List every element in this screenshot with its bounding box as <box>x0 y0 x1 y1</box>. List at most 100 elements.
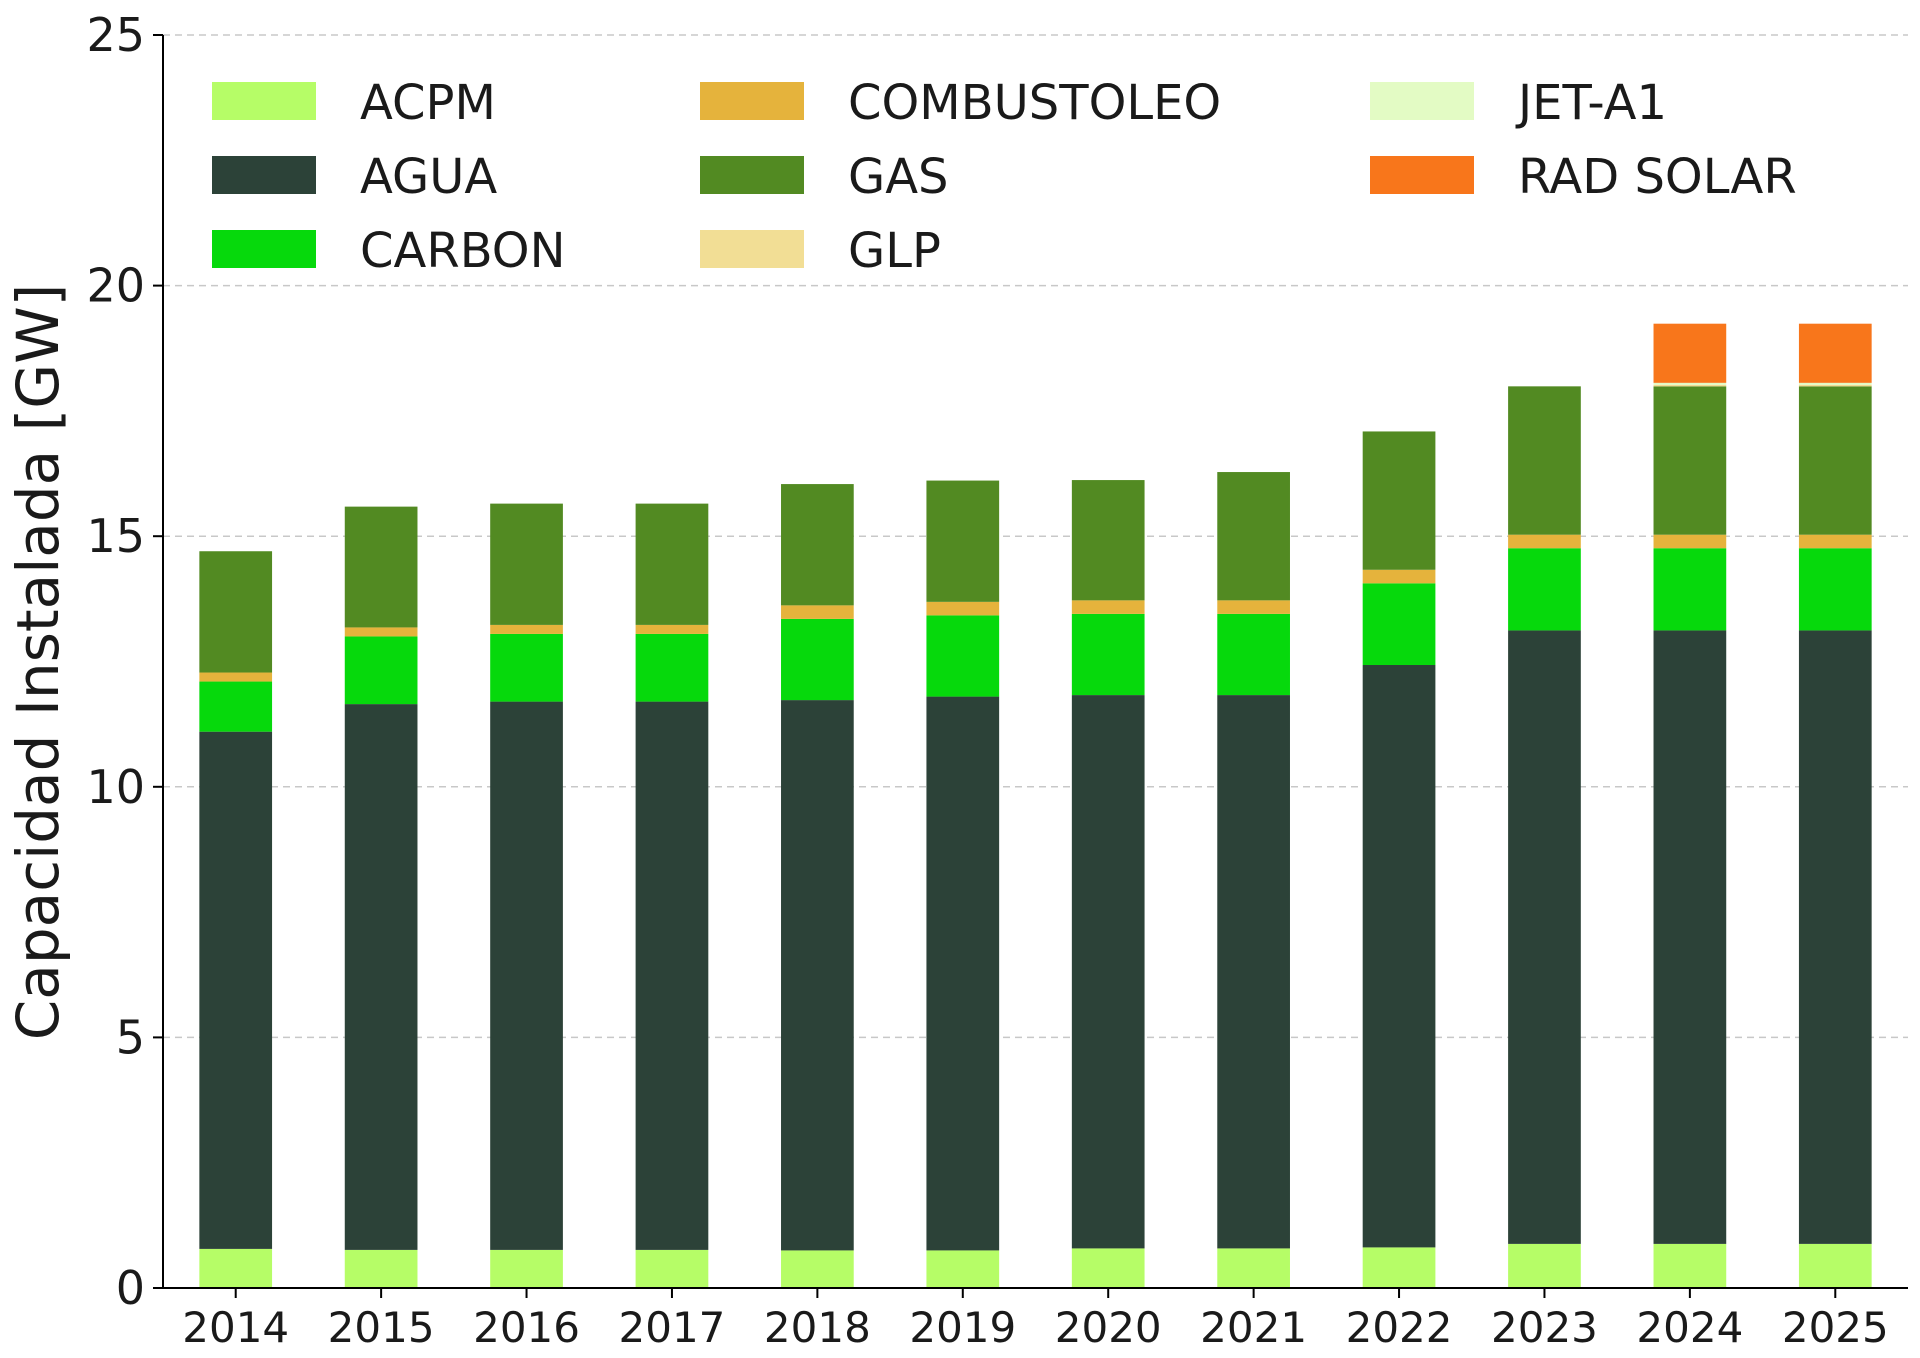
bar-segment-agua-2014 <box>199 731 273 1249</box>
bar-segment-gas-2015 <box>344 506 418 628</box>
legend: ACPM AGUA CARBON COMBUSTOLEO GAS GLP JET-A1 RAD… <box>212 75 1797 279</box>
bar-segment-carbon-2019 <box>926 615 1000 697</box>
x-tick-label: 2021 <box>1200 1303 1307 1352</box>
legend-swatch-gas <box>700 156 804 194</box>
bar-segment-agua-2019 <box>926 696 1000 1251</box>
bar-segment-acpm-2016 <box>490 1249 563 1288</box>
bar-segment-agua-2023 <box>1508 630 1581 1244</box>
x-tick-label: 2016 <box>473 1303 580 1352</box>
bar-segment-combustoleo-2017 <box>635 624 709 634</box>
x-tick-label: 2025 <box>1782 1303 1889 1352</box>
bar-segment-acpm-2025 <box>1798 1243 1872 1288</box>
x-tick-labels: 2014 2015 2016 2017 2018 2019 2020 2021 2022 2023… <box>182 1288 1889 1352</box>
legend-swatch-acpm <box>212 82 316 120</box>
legend-swatch-jet-a1 <box>1370 82 1474 120</box>
bar-segment-carbon-2017 <box>635 633 709 702</box>
bar-segment-acpm-2018 <box>781 1250 854 1288</box>
bar-segment-agua-2020 <box>1071 695 1145 1249</box>
legend-label-glp: GLP <box>848 223 941 279</box>
bar-segment-acpm-2019 <box>926 1250 1000 1288</box>
bar-segment-agua-2024 <box>1653 630 1727 1244</box>
bar-segment-combustoleo-2020 <box>1071 600 1145 614</box>
x-tick-label: 2014 <box>182 1303 289 1352</box>
bar-segment-acpm-2022 <box>1362 1247 1436 1288</box>
bar-segment-jet-a1-2025 <box>1798 382 1872 385</box>
bar-segment-gas-2017 <box>635 503 709 625</box>
bar-segment-acpm-2020 <box>1071 1248 1145 1288</box>
bar-segment-carbon-2014 <box>199 681 273 732</box>
bar-segment-glp-2024 <box>1653 384 1727 387</box>
bar-segment-gas-2019 <box>926 480 1000 602</box>
bar-segment-combustoleo-2018 <box>781 605 854 619</box>
bar-segment-gas-2021 <box>1217 472 1290 601</box>
bar-segment-gas-2024 <box>1653 386 1727 535</box>
bar-segment-carbon-2025 <box>1798 548 1872 631</box>
bars <box>199 323 1872 1288</box>
y-tick-label: 5 <box>116 1010 145 1064</box>
bar-segment-rad-solar-2024 <box>1653 323 1727 383</box>
legend-label-agua: AGUA <box>360 149 497 205</box>
y-axis-title: Capacidad Instalada [GW] <box>4 284 72 1040</box>
legend-label-jet-a1: JET-A1 <box>1515 75 1667 131</box>
x-tick-label: 2024 <box>1636 1303 1743 1352</box>
bar-segment-combustoleo-2025 <box>1798 534 1872 549</box>
axes <box>162 35 1908 1289</box>
bar-segment-carbon-2022 <box>1362 583 1436 666</box>
bar-segment-carbon-2020 <box>1071 613 1145 696</box>
bar-segment-combustoleo-2023 <box>1508 534 1581 549</box>
bar-segment-agua-2025 <box>1798 630 1872 1244</box>
bar-segment-gas-2022 <box>1362 431 1436 570</box>
bar-segment-acpm-2014 <box>199 1248 273 1288</box>
bar-segment-agua-2017 <box>635 701 709 1250</box>
bar-segment-carbon-2024 <box>1653 548 1727 631</box>
legend-swatch-rad-solar <box>1370 156 1474 194</box>
bar-segment-combustoleo-2016 <box>490 624 563 634</box>
bar-segment-combustoleo-2021 <box>1217 600 1290 614</box>
x-tick-label: 2023 <box>1491 1303 1598 1352</box>
legend-label-rad-solar: RAD SOLAR <box>1518 149 1797 205</box>
bar-segment-agua-2015 <box>344 704 418 1250</box>
legend-swatch-combustoleo <box>700 82 804 120</box>
bar-segment-combustoleo-2015 <box>344 627 418 637</box>
bar-segment-carbon-2015 <box>344 636 418 705</box>
legend-swatch-agua <box>212 156 316 194</box>
bar-segment-combustoleo-2024 <box>1653 534 1727 549</box>
legend-label-combustoleo: COMBUSTOLEO <box>848 75 1221 131</box>
y-tick-label: 20 <box>86 259 145 313</box>
bar-segment-agua-2016 <box>490 701 563 1250</box>
bar-segment-combustoleo-2019 <box>926 601 1000 616</box>
x-tick-label: 2018 <box>764 1303 871 1352</box>
bar-segment-gas-2020 <box>1071 480 1145 601</box>
legend-swatch-carbon <box>212 230 316 268</box>
y-tick-label: 10 <box>86 760 145 814</box>
y-tick-label: 15 <box>86 509 145 563</box>
bar-segment-glp-2025 <box>1798 384 1872 387</box>
legend-label-acpm: ACPM <box>360 75 496 131</box>
bar-segment-carbon-2021 <box>1217 613 1290 696</box>
legend-label-carbon: CARBON <box>360 223 565 279</box>
bar-segment-gas-2018 <box>781 484 854 606</box>
bar-segment-acpm-2015 <box>344 1249 418 1288</box>
legend-label-gas: GAS <box>848 149 949 205</box>
bar-segment-combustoleo-2022 <box>1362 569 1436 584</box>
bar-segment-acpm-2024 <box>1653 1243 1727 1288</box>
x-tick-label: 2020 <box>1055 1303 1162 1352</box>
bar-segment-rad-solar-2025 <box>1798 323 1872 383</box>
bar-segment-agua-2018 <box>781 700 854 1251</box>
x-tick-label: 2022 <box>1346 1303 1453 1352</box>
bar-segment-carbon-2018 <box>781 618 854 701</box>
bar-segment-acpm-2023 <box>1508 1243 1581 1288</box>
bar-segment-agua-2021 <box>1217 695 1290 1249</box>
legend-swatch-glp <box>700 230 804 268</box>
x-tick-label: 2015 <box>328 1303 435 1352</box>
bar-segment-carbon-2023 <box>1508 548 1581 631</box>
x-tick-label: 2017 <box>619 1303 726 1352</box>
bar-segment-combustoleo-2014 <box>199 672 273 682</box>
bar-segment-gas-2016 <box>490 503 563 625</box>
y-tick-label: 25 <box>86 8 145 62</box>
bar-segment-agua-2022 <box>1362 665 1436 1248</box>
y-tick-label: 0 <box>116 1261 145 1315</box>
bar-segment-gas-2014 <box>199 551 273 673</box>
bar-segment-acpm-2021 <box>1217 1248 1290 1288</box>
